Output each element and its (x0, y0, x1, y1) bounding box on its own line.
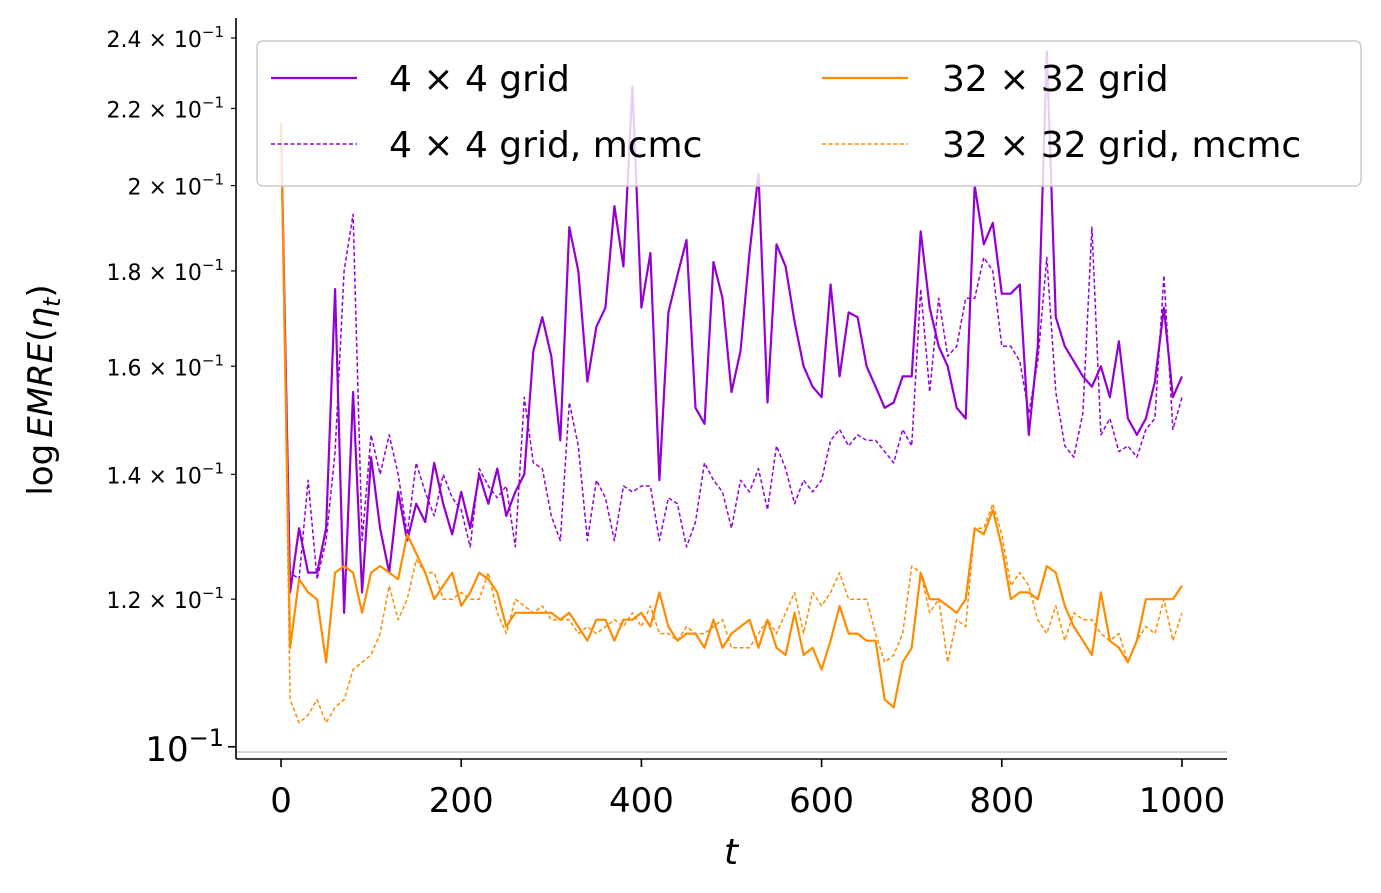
y-tick-label: 2.4 × 10−1 (106, 23, 224, 53)
y-tick-label: 1.4 × 10−1 (106, 459, 224, 489)
legend-label-32x32: 32 × 32 grid (942, 59, 1169, 100)
y-axis-label: logEMRE(ηt) (21, 284, 66, 495)
x-tick-label: 0 (270, 781, 292, 821)
series-line-3 (280, 123, 1183, 724)
legend-label-4x4: 4 × 4 grid (389, 59, 570, 100)
x-axis-label: t (724, 832, 740, 873)
y-tick-label: 10−1 (145, 724, 224, 770)
series-line-1 (280, 134, 1183, 580)
y-tick-label: 2.2 × 10−1 (106, 93, 224, 123)
series-layer (279, 50, 1184, 724)
legend: 4 × 4 grid 4 × 4 grid, mcmc 32 × 32 grid… (256, 40, 1362, 187)
y-tick-label: 2 × 10−1 (127, 171, 224, 201)
series-line-2 (279, 123, 1183, 709)
y-tick-label: 1.6 × 10−1 (106, 351, 224, 381)
legend-label-4x4-mcmc: 4 × 4 grid, mcmc (389, 125, 702, 166)
x-tick-label: 600 (789, 781, 854, 821)
y-axis-ticks: 10−1 1.2 × 10−1 1.4 × 10−1 1.6 × 10−1 1.8 × … (106, 23, 236, 770)
series-line-0 (279, 50, 1184, 614)
x-axis-ticks: 0 200 400 600 800 1000 (270, 759, 1225, 821)
legend-frame (256, 40, 1362, 187)
y-tick-label: 1.2 × 10−1 (106, 584, 224, 614)
y-tick-label: 1.8 × 10−1 (106, 256, 224, 286)
legend-label-32x32-mcmc: 32 × 32 grid, mcmc (942, 125, 1301, 166)
x-tick-label: 1000 (1139, 781, 1226, 821)
x-tick-label: 800 (969, 781, 1034, 821)
x-tick-label: 200 (429, 781, 494, 821)
x-tick-label: 400 (609, 781, 674, 821)
